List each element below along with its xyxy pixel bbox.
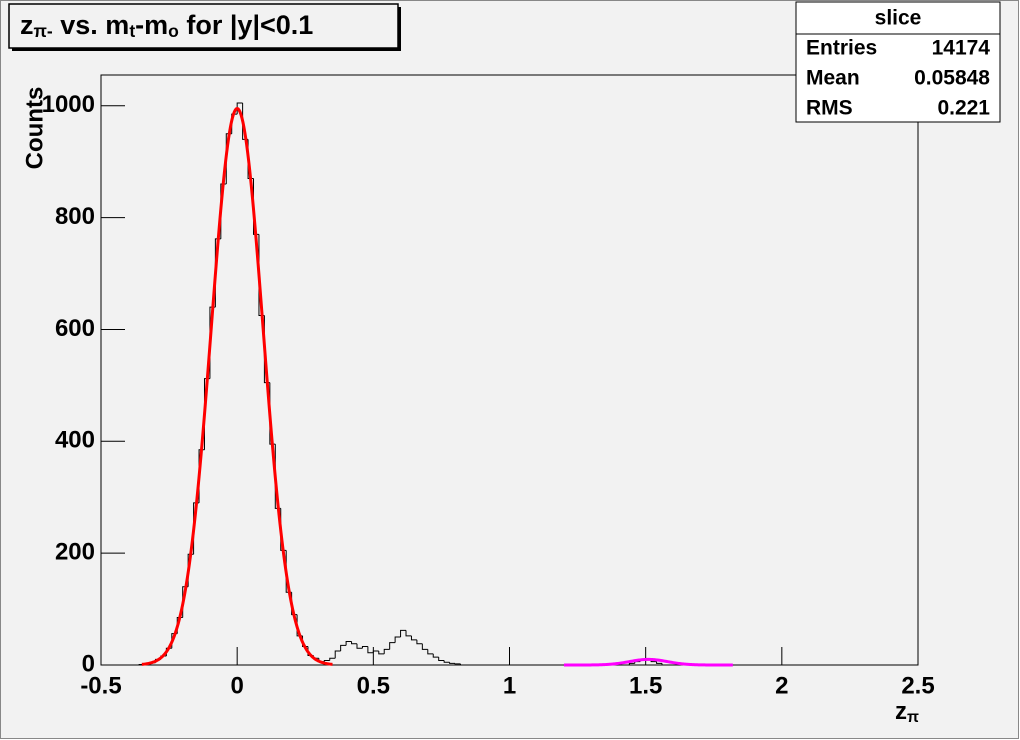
histogram-bin: [236, 102, 243, 115]
histogram-bin: [443, 660, 450, 663]
histogram-bin: [416, 639, 423, 645]
histogram-bin: [394, 636, 401, 643]
histogram-bin: [421, 643, 428, 650]
subscript: π: [907, 709, 919, 726]
y-tick-label: 400: [55, 427, 95, 454]
x-axis-label: zπ: [895, 698, 919, 726]
histogram-bin: [661, 663, 668, 666]
subscript: t: [129, 21, 135, 41]
stats-label: Entries: [806, 37, 877, 60]
histogram-bin: [389, 642, 396, 650]
x-tick-label: 0.5: [357, 672, 390, 699]
stats-box: [795, 1, 1001, 123]
x-tick-label: 0: [230, 672, 243, 699]
histogram-bin: [340, 644, 347, 652]
histogram-bin: [628, 662, 635, 665]
histogram-bin: [372, 650, 379, 653]
histogram-bin: [400, 629, 407, 638]
histogram-bin: [459, 663, 466, 666]
x-tick-label: 1.5: [629, 672, 662, 699]
y-tick-label: 600: [55, 315, 95, 342]
histogram-bin: [361, 646, 368, 649]
histogram-bin: [334, 650, 341, 659]
histogram-bin: [432, 653, 439, 658]
histogram-bin: [656, 661, 663, 664]
histogram-bin: [323, 660, 330, 662]
histogram-bin: [383, 648, 390, 654]
histogram-bin: [329, 657, 336, 661]
stats-value: 0.221: [937, 97, 990, 120]
text-part: z: [895, 698, 907, 725]
y-tick-label: 1000: [42, 91, 95, 118]
text-part: for |y|<0.1: [179, 10, 313, 40]
text-part: -m: [135, 10, 168, 40]
x-tick-label: 1: [503, 672, 516, 699]
histogram-bin: [410, 635, 417, 641]
title-box: [8, 3, 399, 49]
subscript: π-: [34, 21, 53, 41]
chart-title: zπ- vs. mt-mo for |y|<0.1: [20, 10, 313, 41]
y-tick-label: 800: [55, 203, 95, 230]
histogram-bin: [454, 663, 461, 665]
y-tick-label: 200: [55, 538, 95, 565]
histogram-bin: [356, 643, 363, 649]
histogram-bin: [427, 649, 434, 655]
stats-label: Mean: [806, 67, 860, 90]
text-part: vs. m: [53, 10, 130, 40]
histogram-bin: [438, 657, 445, 662]
subscript: o: [168, 21, 179, 41]
histogram-bin: [405, 630, 412, 637]
stats-value: 14174: [932, 37, 991, 60]
x-tick-label: 2: [775, 672, 788, 699]
y-axis-label: Counts: [21, 87, 48, 170]
x-tick-label: 2.5: [901, 672, 934, 699]
stats-title: slice: [875, 7, 922, 30]
fit-curve: [563, 657, 733, 667]
x-tick-label: -0.5: [80, 672, 121, 699]
histogram-bin: [449, 662, 456, 664]
histogram-bin: [345, 641, 352, 646]
text-part: z: [20, 10, 34, 40]
y-tick-label: 0: [82, 650, 95, 677]
plot-frame: [100, 74, 919, 666]
histogram-bin: [367, 646, 374, 654]
stats-value: 0.05848: [914, 67, 990, 90]
stats-label: RMS: [806, 97, 853, 120]
fit-curve: [141, 106, 333, 666]
histogram-bin: [351, 641, 357, 645]
histogram-bin: [378, 651, 385, 655]
